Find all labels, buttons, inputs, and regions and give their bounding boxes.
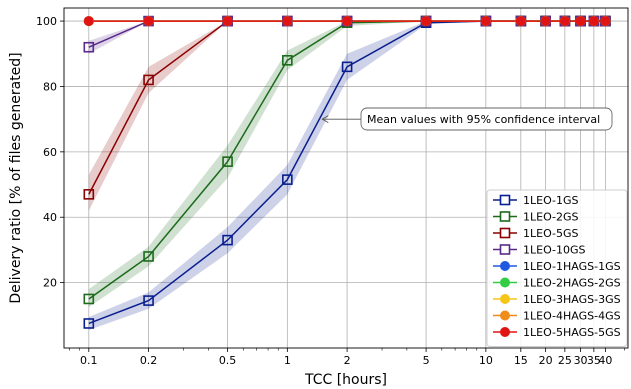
y-tick-label: 100 — [36, 15, 57, 28]
legend-item-1leo-3hags-3gs: 1LEO-3HAGS-3GS — [493, 293, 621, 306]
legend-label: 1LEO-1GS — [523, 194, 579, 207]
plot-frame — [63, 7, 629, 349]
x-tick-label: 0.5 — [219, 354, 237, 367]
legend-marker — [499, 211, 511, 222]
legend-label: 1LEO-5GS — [523, 227, 579, 240]
legend-marker — [500, 261, 510, 271]
series-markers — [83, 15, 611, 329]
data-point-1leo-5hags-5gs — [559, 16, 570, 27]
x-tick-label: 1 — [284, 354, 291, 367]
x-tick-label: 10 — [479, 354, 493, 367]
data-point-1leo-5hags-5gs — [575, 16, 586, 27]
legend-label: 1LEO-5HAGS-5GS — [523, 326, 621, 339]
legend-label: 1LEO-10GS — [523, 244, 586, 257]
legend-item-1leo-1gs: 1LEO-1GS — [493, 194, 579, 207]
data-point-1leo-2gs — [83, 293, 95, 305]
y-axis-ticks: 20 40 60 80 100 — [36, 15, 64, 290]
data-point-1leo-5hags-5gs — [342, 16, 353, 27]
x-tick-label: 20 — [539, 354, 553, 367]
data-point-1leo-5hags-5gs — [421, 16, 432, 27]
legend-item-1leo-1hags-1gs: 1LEO-1HAGS-1GS — [493, 260, 621, 273]
legend-item-1leo-2hags-2gs: 1LEO-2HAGS-2GS — [493, 277, 621, 290]
data-point-1leo-2gs — [143, 251, 154, 262]
data-point-1leo-1gs — [222, 234, 233, 246]
legend-box — [486, 189, 628, 347]
data-point-1leo-5hags-5gs — [600, 16, 611, 27]
legend-label: 1LEO-1HAGS-1GS — [523, 260, 621, 273]
x-axis-label: TCC [hours] — [304, 372, 387, 388]
annotation-box — [360, 107, 613, 131]
data-point-1leo-5hags-5gs — [282, 16, 293, 27]
x-tick-label: 2 — [344, 354, 351, 367]
legend-marker — [500, 294, 510, 304]
legend-marker — [499, 194, 511, 206]
y-tick-label: 60 — [43, 146, 57, 159]
legend-marker — [500, 327, 510, 337]
legend-label: 1LEO-2HAGS-2GS — [523, 277, 621, 290]
data-point-1leo-5hags-5gs — [515, 16, 526, 27]
x-tick-label: 25 — [558, 354, 572, 367]
legend-item-1leo-2gs: 1LEO-2GS — [493, 211, 579, 224]
data-point-1leo-1gs — [83, 318, 95, 329]
y-tick-label: 40 — [43, 211, 57, 224]
data-point-1leo-5hags-5gs — [588, 16, 599, 27]
data-point-1leo-1gs — [143, 295, 154, 306]
data-point-1leo-5hags-5gs — [143, 16, 154, 27]
legend-item-1leo-4hags-4gs: 1LEO-4HAGS-4GS — [493, 310, 621, 323]
x-tick-label: 30 — [574, 354, 588, 367]
legend-marker — [500, 277, 510, 288]
confidence-band-1leo-1gs — [88, 21, 606, 331]
legend-marker — [499, 227, 511, 239]
y-tick-label: 80 — [43, 80, 57, 93]
x-tick-label: 35 — [587, 354, 601, 367]
data-point-1leo-2gs — [222, 156, 233, 167]
data-point-1leo-5hags-5gs — [83, 16, 94, 27]
data-point-1leo-2gs — [282, 55, 293, 66]
x-tick-label: 0.1 — [80, 354, 98, 367]
legend: 1LEO-1GS 1LEO-2GS 1LEO-5GS 1LEO-10GS 1LEO-1H… — [486, 189, 628, 347]
legend-label: 1LEO-3HAGS-3GS — [523, 293, 621, 306]
legend-item-1leo-10gs: 1LEO-10GS — [493, 244, 586, 257]
legend-item-1leo-5hags-5gs: 1LEO-5HAGS-5GS — [493, 326, 621, 339]
x-tick-label: 15 — [514, 354, 528, 367]
x-tick-label: 40 — [598, 354, 612, 367]
legend-label: 1LEO-4HAGS-4GS — [523, 310, 621, 323]
data-point-1leo-5hags-5gs — [480, 16, 491, 27]
legend-marker — [500, 310, 510, 321]
data-point-1leo-5hags-5gs — [222, 16, 233, 27]
y-axis-label: Delivery ratio [% of files generated] — [8, 52, 24, 303]
data-point-1leo-1gs — [282, 174, 293, 185]
data-point-1leo-5gs — [83, 189, 95, 200]
legend-label: 1LEO-2GS — [523, 211, 579, 224]
annotation-arrow-head — [321, 115, 329, 124]
data-point-1leo-1gs — [341, 61, 353, 73]
x-tick-label: 5 — [423, 354, 430, 367]
y-tick-label: 20 — [43, 277, 57, 290]
data-point-1leo-5hags-5gs — [540, 16, 551, 27]
x-tick-label: 0.2 — [140, 354, 158, 367]
data-point-1leo-10gs — [83, 41, 95, 53]
legend-marker — [499, 244, 511, 255]
annotation-text: Mean values with 95% confidence interval — [367, 113, 600, 126]
annotation: Mean values with 95% confidence interval — [321, 107, 613, 131]
legend-item-1leo-5gs: 1LEO-5GS — [493, 227, 579, 240]
data-point-1leo-5gs — [143, 74, 154, 86]
